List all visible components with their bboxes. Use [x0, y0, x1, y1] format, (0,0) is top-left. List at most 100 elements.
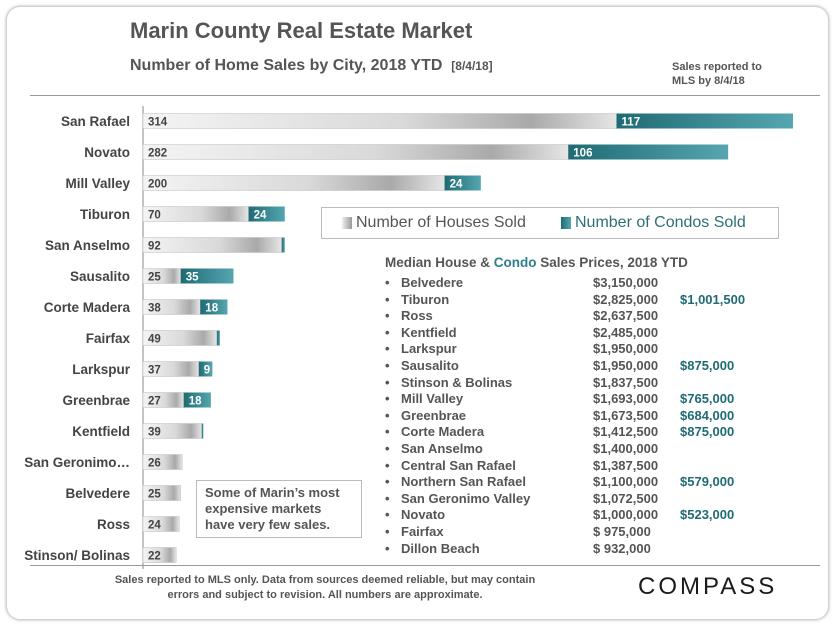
bullet: • — [385, 374, 390, 390]
house-price: $1,412,500 — [593, 424, 659, 440]
house-price: $1,950,000 — [593, 341, 659, 357]
bullet: • — [385, 357, 390, 373]
house-bar — [142, 454, 183, 470]
subtitle-date: [8/4/18] — [451, 59, 493, 73]
price-row: • Greenbrae $1,673,500 $684,000 — [385, 408, 785, 425]
house-bar — [142, 113, 617, 129]
prices-heading: Median House & Condo Sales Prices, 2018 … — [385, 255, 785, 275]
chart-subtitle: Number of Home Sales by City, 2018 YTD [… — [130, 57, 493, 75]
category-label: Kentfield — [72, 424, 130, 439]
callout-line: Some of Marin’s most — [205, 485, 340, 500]
category-label: Fairfax — [86, 331, 131, 346]
category-label: Stinson/ Bolinas — [24, 548, 130, 563]
price-city: Dillon Beach — [401, 540, 480, 556]
bullet: • — [385, 507, 390, 523]
house-price: $1,000,000 — [593, 507, 659, 523]
condo-price: $875,000 — [680, 424, 735, 440]
footer-divider — [30, 565, 820, 566]
legend-houses-label: Number of Houses Sold — [356, 214, 526, 231]
house-value-label: 24 — [148, 520, 161, 532]
legend-condos-label: Number of Condos Sold — [575, 214, 746, 231]
callout-line: have very few sales. — [205, 517, 331, 532]
category-label: San Geronimo… — [24, 455, 130, 470]
bullet: • — [385, 490, 390, 506]
median-prices-table: Median House & Condo Sales Prices, 2018 … — [385, 255, 785, 557]
category-label: San Rafael — [61, 114, 130, 129]
house-price: $ 932,000 — [593, 540, 651, 556]
condo-price: $875,000 — [680, 357, 735, 373]
condo-bar — [216, 330, 220, 346]
legend-houses-swatch — [342, 217, 352, 229]
house-price: $1,673,500 — [593, 407, 659, 423]
condo-value-label: 24 — [254, 210, 267, 222]
price-row: • San Anselmo $1,400,000 — [385, 441, 785, 458]
price-city: Sausalito — [401, 357, 459, 373]
price-row: • Northern San Rafael $1,100,000 $579,000 — [385, 474, 785, 491]
category-label: Greenbrae — [62, 393, 130, 408]
category-label: San Anselmo — [45, 238, 130, 253]
price-row: • Belvedere $3,150,000 — [385, 275, 785, 292]
condo-value-label: 24 — [450, 179, 463, 191]
sales-reported-note: Sales reported to MLS by 8/4/18 — [672, 60, 762, 88]
heading-part: Sales Prices, 2018 YTD — [536, 255, 688, 270]
price-row: • Dillon Beach $ 932,000 — [385, 541, 785, 558]
price-row: • Ross $2,637,500 — [385, 308, 785, 325]
condo-price: $765,000 — [680, 391, 735, 407]
bullet: • — [385, 291, 390, 307]
category-label: Corte Madera — [44, 300, 131, 315]
house-bar — [142, 144, 569, 160]
bullet: • — [385, 424, 390, 440]
price-row: • Novato $1,000,000 $523,000 — [385, 507, 785, 524]
house-bar — [142, 485, 181, 501]
price-row: • Corte Madera $1,412,500 $875,000 — [385, 424, 785, 441]
bullet: • — [385, 275, 390, 290]
price-city: Kentfield — [401, 324, 457, 340]
house-value-label: 26 — [148, 458, 161, 470]
price-row: • Sausalito $1,950,000 $875,000 — [385, 358, 785, 375]
house-price: $2,485,000 — [593, 324, 659, 340]
condo-bar — [180, 268, 234, 284]
category-label: Sausalito — [70, 269, 130, 284]
price-city: Stinson & Bolinas — [401, 374, 513, 390]
condo-bar — [200, 299, 228, 315]
house-price: $1,100,000 — [593, 474, 659, 490]
condo-value-label: 18 — [205, 303, 218, 315]
house-price: $3,150,000 — [593, 275, 659, 290]
bullet: • — [385, 457, 390, 473]
bullet: • — [385, 391, 390, 407]
condo-bar — [183, 392, 211, 408]
heading-part: Median House & — [385, 255, 494, 270]
disclaimer-line: Sales reported to MLS only. Data from so… — [114, 574, 536, 586]
condo-bar — [201, 423, 204, 439]
page-title: Marin County Real Estate Market — [130, 18, 473, 43]
disclaimer-line: errors and subject to revision. All numb… — [167, 589, 483, 601]
expensive-markets-callout: Some of Marin’s most expensive markets h… — [196, 480, 362, 538]
price-city: Corte Madera — [401, 424, 485, 440]
disclaimer: Sales reported to MLS only. Data from so… — [105, 573, 545, 603]
house-value-label: 38 — [148, 303, 161, 315]
bullet: • — [385, 523, 390, 539]
house-price: $1,072,500 — [593, 490, 659, 506]
compass-logo: COMPASS — [638, 573, 778, 600]
condo-bar — [616, 113, 793, 129]
subtitle-text: Number of Home Sales by City, 2018 YTD — [130, 57, 443, 74]
house-bar — [142, 175, 445, 191]
price-city: Fairfax — [401, 523, 444, 539]
price-city: Larkspur — [401, 341, 457, 357]
price-row: • Tiburon $2,825,000 $1,001,500 — [385, 292, 785, 309]
category-label: Larkspur — [72, 362, 131, 377]
price-city: Ross — [401, 308, 433, 324]
house-bar — [142, 516, 180, 532]
house-value-label: 25 — [148, 272, 161, 284]
condo-bar — [248, 206, 285, 222]
category-label: Ross — [97, 517, 130, 532]
bars-group: San Rafael 314 117 Novato 282 106 Mill Valley 2… — [24, 113, 793, 563]
heading-condo-word: Condo — [493, 255, 537, 270]
house-value-label: 39 — [148, 427, 161, 439]
price-row: • Fairfax $ 975,000 — [385, 524, 785, 541]
condo-value-label: 35 — [186, 272, 199, 284]
note-line: MLS by 8/4/18 — [672, 75, 745, 87]
price-row: • Mill Valley $1,693,000 $765,000 — [385, 391, 785, 408]
condo-bar — [281, 237, 285, 253]
